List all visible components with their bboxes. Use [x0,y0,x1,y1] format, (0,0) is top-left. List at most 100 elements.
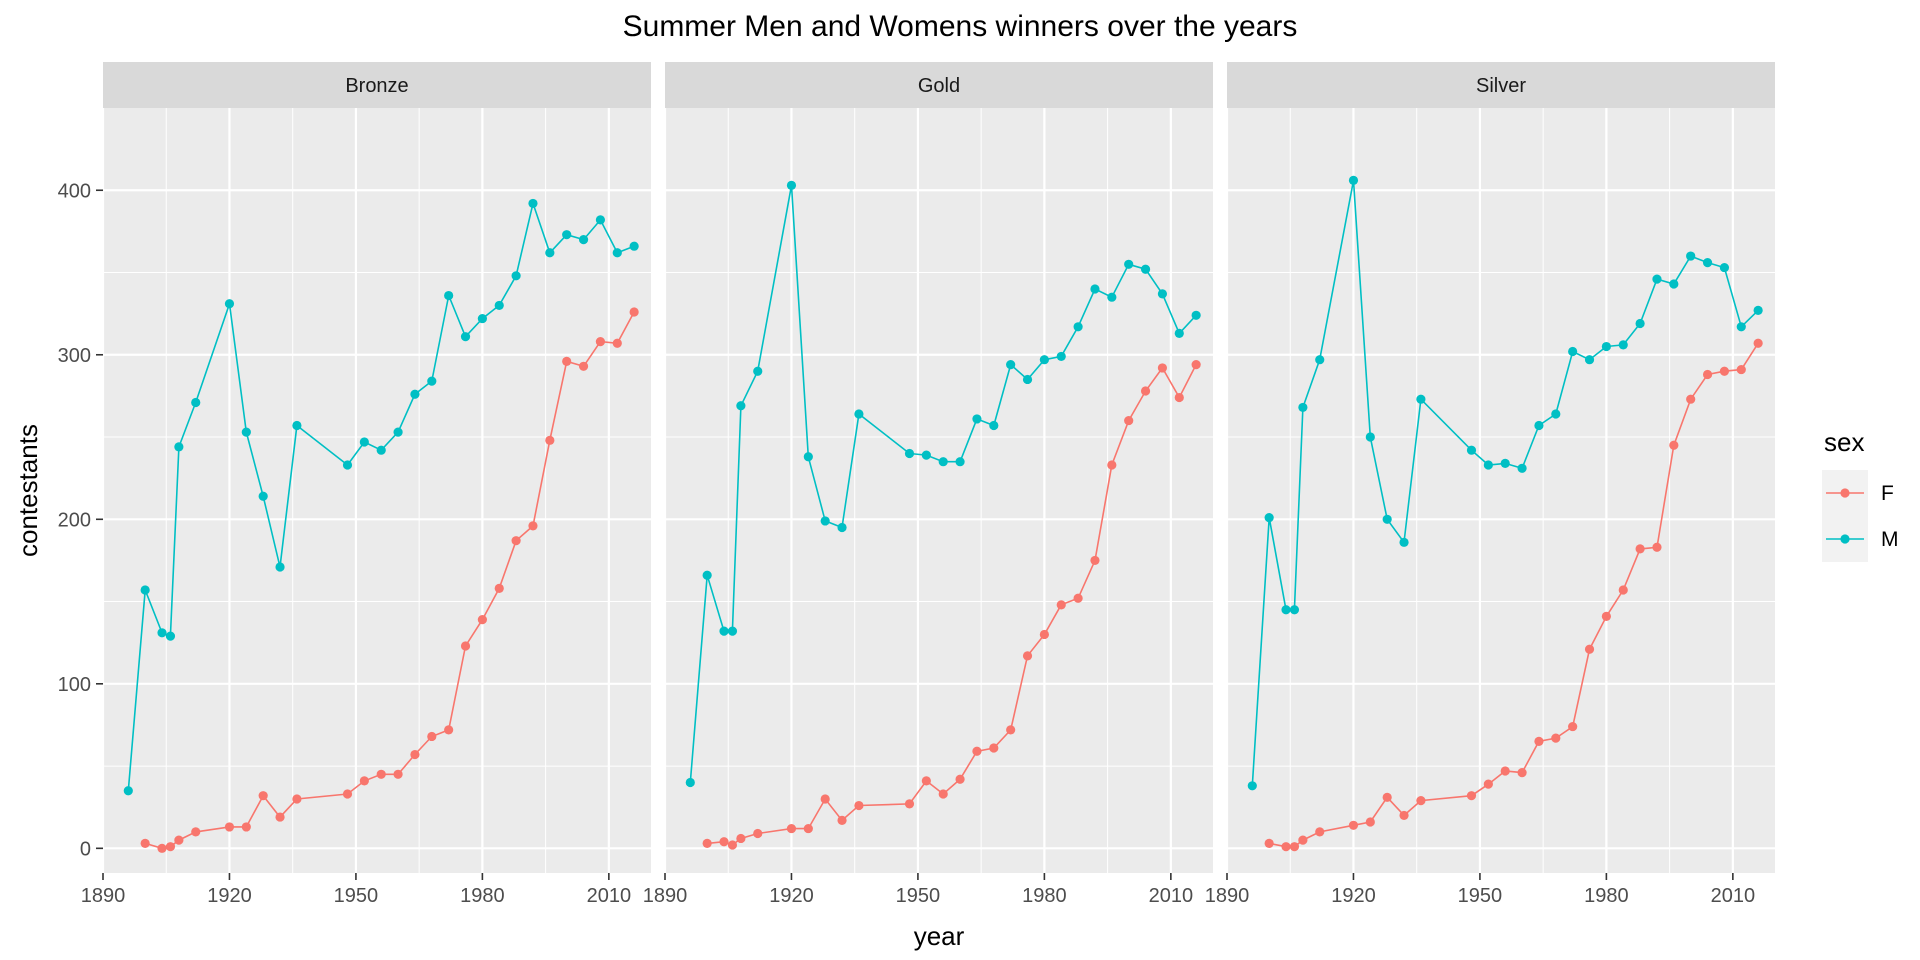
data-point-f [955,774,965,784]
data-point-m [1534,420,1544,431]
x-tick-label: 2010 [1149,885,1194,907]
legend-label: F [1881,482,1894,505]
data-point-f [1124,415,1134,426]
data-point-f [736,833,746,844]
data-point-m [477,313,487,324]
data-point-f [292,794,302,804]
data-point-f [1584,644,1595,654]
data-point-f [921,776,931,786]
data-point-m [904,448,915,459]
data-point-m [1702,258,1713,268]
data-point-m [1348,175,1359,185]
data-point-f [854,800,864,811]
data-point-m [1039,355,1049,365]
data-point-m [1289,605,1300,615]
y-tick-label: 200 [58,509,91,531]
x-tick-label: 1980 [1584,885,1629,907]
data-point-f [1382,792,1392,802]
data-point-f [1753,338,1763,348]
data-point-m [1483,460,1493,470]
data-point-m [1247,781,1257,791]
plot-panel-background [665,108,1213,873]
data-point-f [1416,796,1426,806]
x-tick-label: 1890 [81,885,126,907]
data-point-m [562,230,572,240]
data-point-m [1736,322,1746,332]
data-point-m [1669,279,1679,289]
data-point-f [1264,838,1274,848]
data-point-f [359,776,369,786]
data-point-m [1191,310,1201,320]
data-point-f [1669,440,1679,450]
data-point-m [1382,514,1392,524]
data-point-f [1039,629,1049,640]
y-tick-label: 400 [58,180,91,202]
data-point-m [702,570,712,580]
data-point-m [972,414,982,424]
data-point-m [393,427,403,437]
data-point-f [511,536,521,546]
data-point-m [545,248,555,258]
data-point-m [1022,374,1033,385]
data-point-m [1056,351,1066,362]
data-point-m [1140,264,1151,274]
x-tick-label: 1920 [1331,885,1376,907]
data-point-f [786,823,797,834]
data-point-f [140,838,150,848]
data-point-m [1264,513,1274,523]
data-point-f [1140,386,1151,396]
data-point-m [820,516,830,526]
data-point-m [1281,605,1291,615]
data-point-f [1056,600,1066,610]
x-tick-label: 2010 [587,885,632,907]
data-point-f [578,361,589,371]
data-point-f [224,822,235,832]
x-tick-label: 1890 [1205,885,1250,907]
data-point-f [494,583,504,593]
data-point-f [1399,810,1409,821]
data-point-m [1618,340,1628,350]
data-point-m [410,389,420,399]
data-point-m [1174,328,1184,338]
facet-strip [103,62,651,108]
data-point-f [1107,460,1117,470]
series-line-f [1269,342,1759,848]
data-point-m [921,450,931,460]
data-point-m [224,299,235,309]
data-point-f [753,828,763,839]
x-tick-label: 1920 [207,885,252,907]
legend: sex FM [1822,427,1899,562]
data-point-m [719,626,729,636]
legend-key-point [1840,534,1850,544]
data-point-m [275,562,285,572]
y-tick-label: 100 [58,674,91,696]
data-point-f [1719,366,1730,376]
series-line-f [707,364,1197,846]
data-point-f [612,338,622,348]
facet-label: Silver [1476,75,1526,97]
data-point-f [157,843,167,853]
x-tick-label: 1980 [1022,885,1067,907]
data-point-f [1568,721,1578,732]
data-point-m [837,522,847,533]
data-point-m [123,786,133,796]
data-point-f [1466,791,1477,801]
data-point-m [460,332,471,342]
data-point-m [1365,432,1375,442]
data-point-f [1365,817,1375,827]
data-point-f [174,835,184,845]
data-point-m [1635,318,1645,329]
legend-key-point [1840,488,1850,498]
data-point-m [685,777,695,788]
data-point-f [376,769,386,779]
data-point-f [1174,392,1184,403]
data-point-m [511,271,521,281]
data-point-f [1006,725,1016,735]
data-point-m [174,442,184,452]
facet-panel-bronze: Bronze 1890 1920 1950 1980 2010 [81,62,651,907]
data-point-m [1107,292,1117,302]
data-point-f [1618,585,1628,595]
data-point-m [528,198,538,209]
data-point-m [1073,322,1083,332]
data-point-m [1719,262,1730,273]
